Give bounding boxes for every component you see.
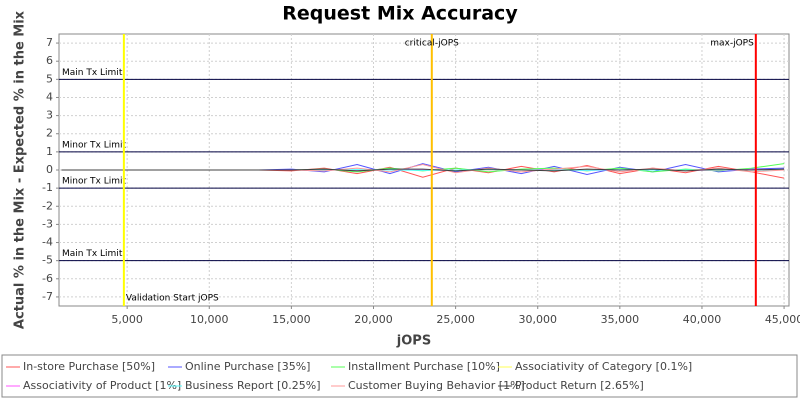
- legend-label: Business Report [0.25%]: [185, 379, 321, 392]
- marker-label: max-jOPS: [710, 39, 754, 49]
- limit-label: Minor Tx Limit: [62, 140, 127, 150]
- x-tick-label: 25,000: [436, 313, 475, 326]
- legend-label: Online Purchase [35%]: [185, 360, 310, 373]
- y-tick-label: -1: [42, 181, 53, 194]
- legend-label: Installment Purchase [10%]: [348, 360, 500, 373]
- y-tick-label: 6: [46, 54, 53, 67]
- y-tick-label: 7: [46, 36, 53, 49]
- y-tick-label: 3: [46, 109, 53, 122]
- x-tick-label: 40,000: [683, 313, 722, 326]
- marker-label: critical-jOPS: [405, 39, 459, 49]
- y-tick-label: 0: [46, 163, 53, 176]
- limit-label: Minor Tx Limit: [62, 177, 127, 187]
- x-tick-label: 15,000: [272, 313, 311, 326]
- legend-label: Associativity of Category [0.1%]: [515, 360, 692, 373]
- y-tick-label: 2: [46, 127, 53, 140]
- y-tick-label: -3: [42, 217, 53, 230]
- x-axis-title: jOPS: [396, 334, 431, 349]
- y-tick-label: 1: [46, 145, 53, 158]
- y-tick-label: 4: [46, 90, 53, 103]
- marker-label: Validation Start jOPS: [126, 294, 219, 304]
- legend-box: [1, 354, 798, 398]
- y-tick-label: -2: [42, 199, 53, 212]
- y-tick-label: -7: [42, 290, 53, 303]
- limit-label: Main Tx Limit: [62, 249, 123, 259]
- x-tick-label: 10,000: [190, 313, 229, 326]
- limit-label: Main Tx Limit: [62, 68, 123, 78]
- legend-label: Customer Buying Behavior [1%]: [348, 379, 525, 392]
- x-tick-label: 5,000: [111, 313, 143, 326]
- x-tick-label: 35,000: [601, 313, 640, 326]
- y-tick-label: -5: [42, 254, 53, 267]
- y-tick-label: -6: [42, 272, 53, 285]
- series-line: [61, 168, 785, 172]
- y-tick-label: -4: [42, 236, 53, 249]
- x-tick-label: 20,000: [354, 313, 393, 326]
- y-axis-title: Actual % in the Mix - Expected % in the …: [13, 10, 28, 329]
- chart-title: Request Mix Accuracy: [282, 3, 518, 25]
- legend-label: In-store Purchase [50%]: [23, 360, 155, 373]
- y-tick-label: 5: [46, 72, 53, 85]
- legend-label: Product Return [2.65%]: [515, 379, 644, 392]
- x-tick-label: 30,000: [518, 313, 557, 326]
- legend-label: Associativity of Product [1%]: [23, 379, 181, 392]
- x-tick-label: 45,000: [765, 313, 800, 326]
